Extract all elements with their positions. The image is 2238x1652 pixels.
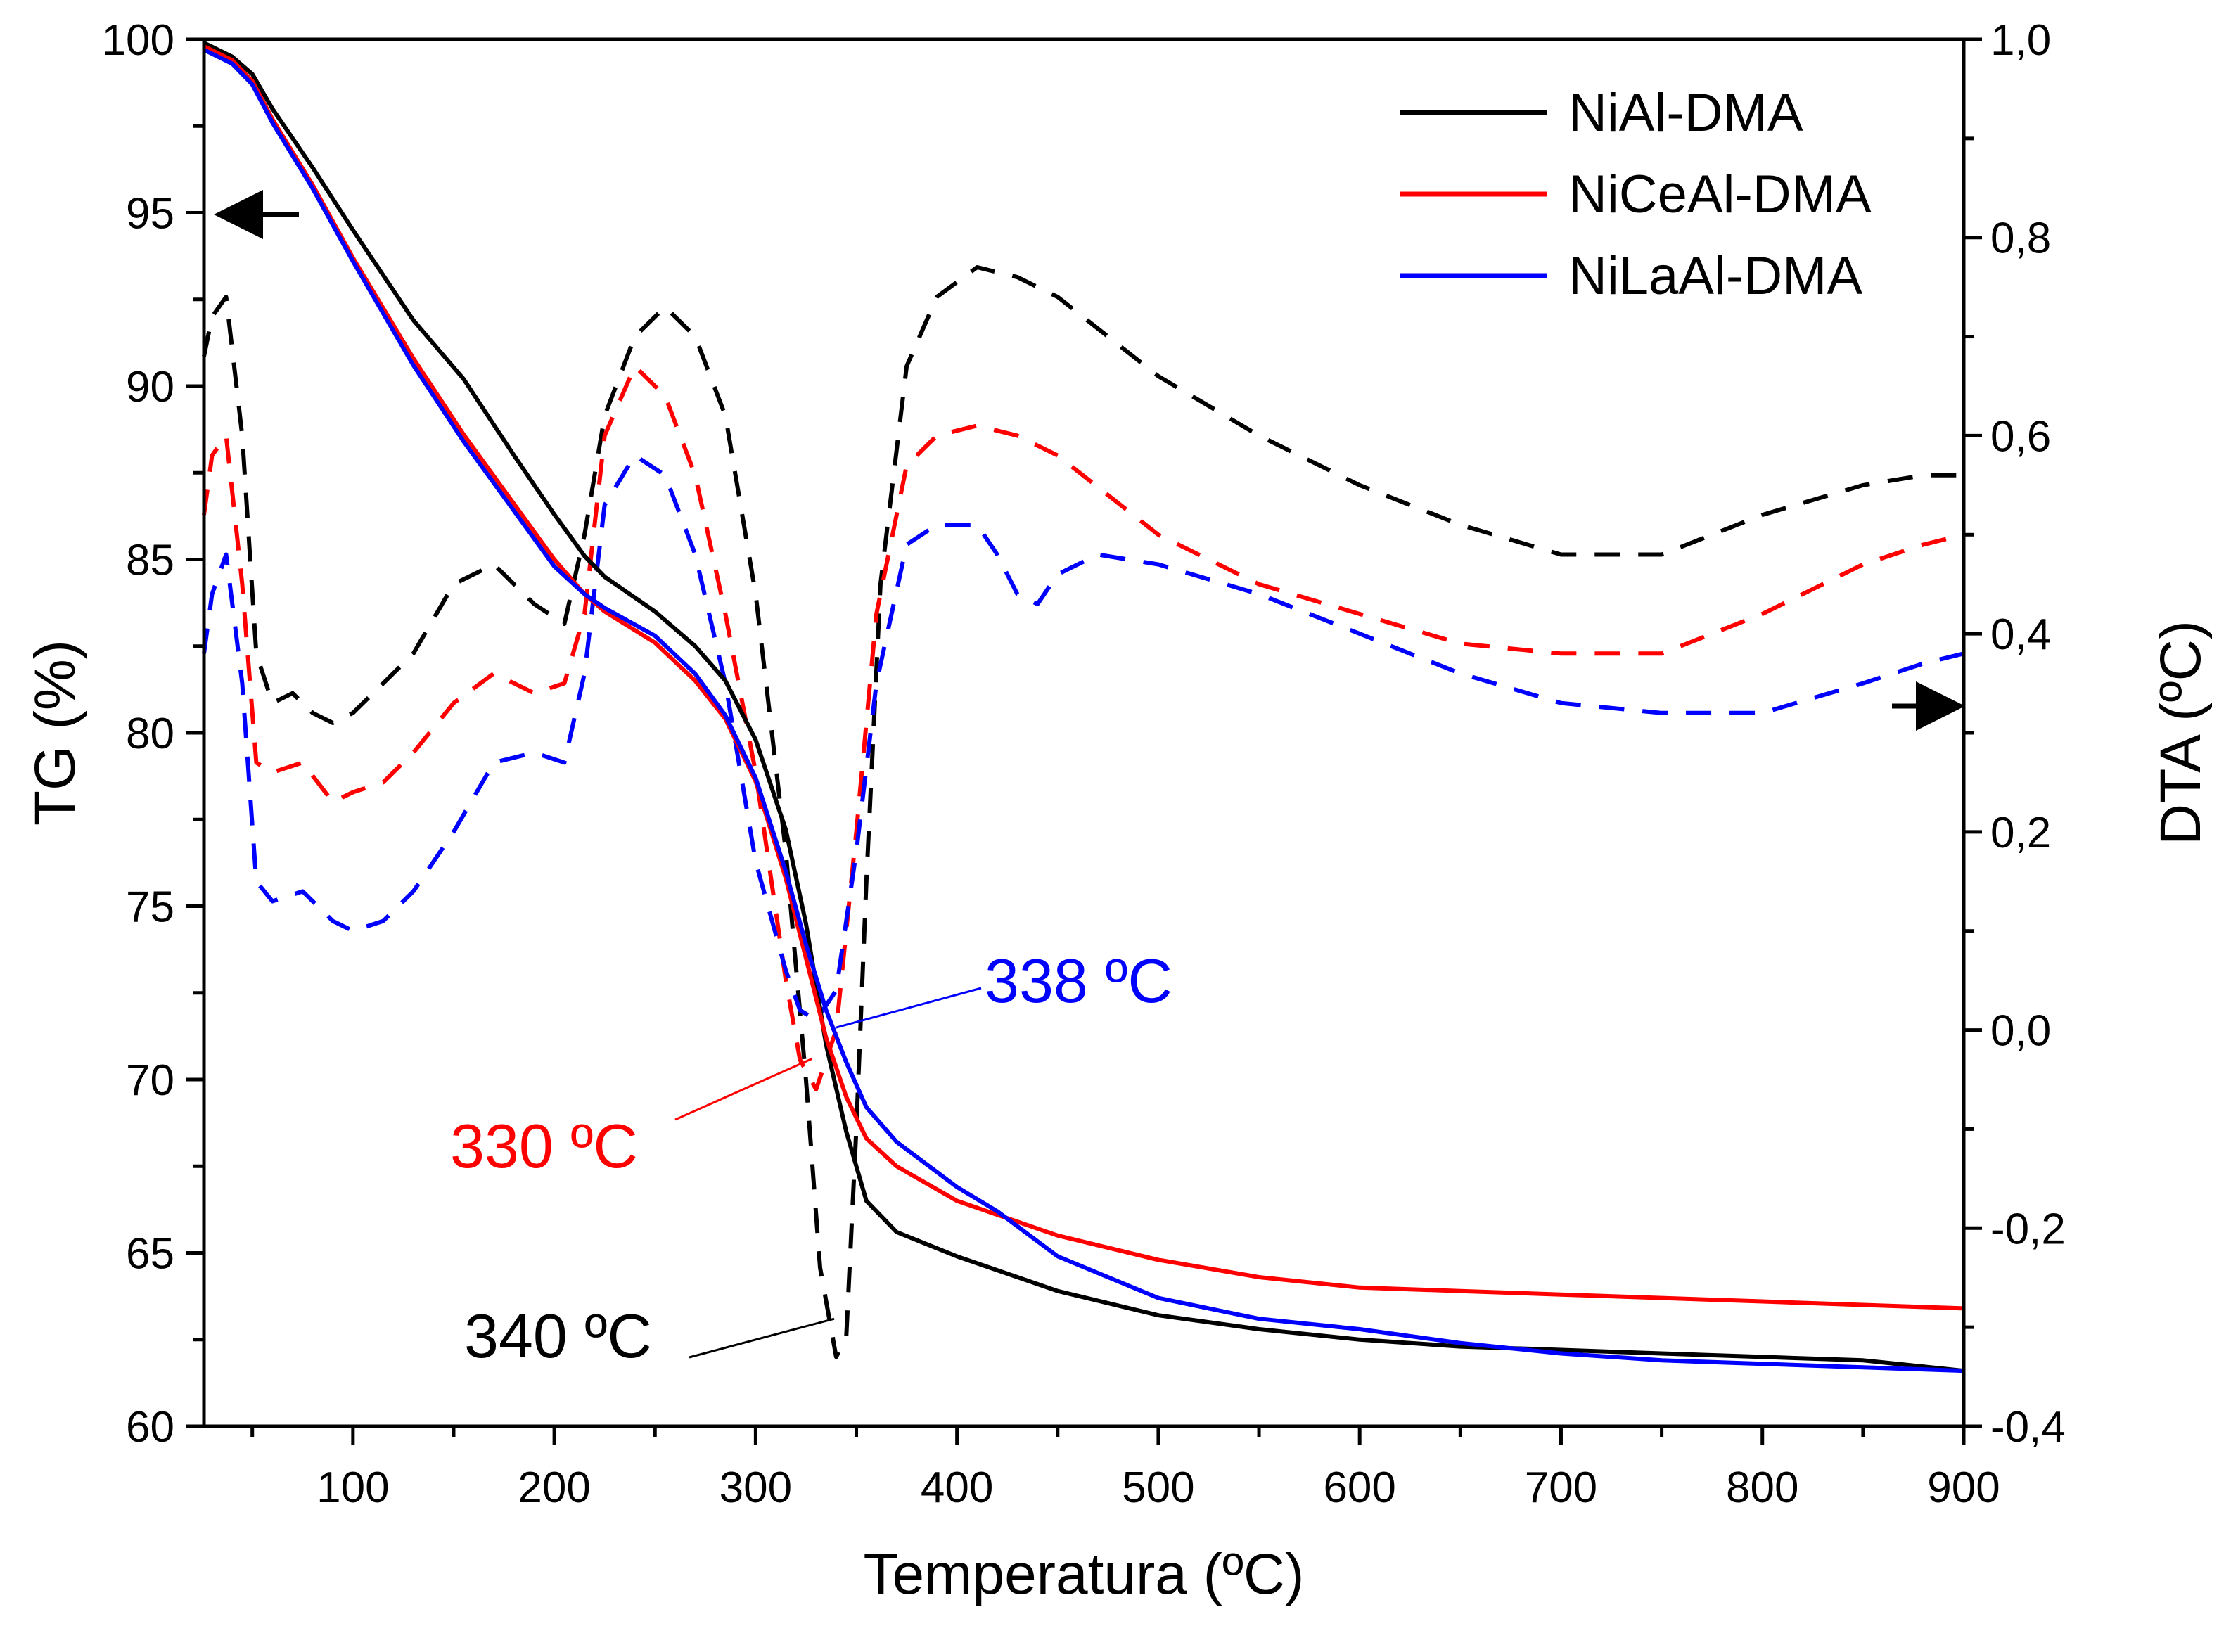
y-left-axis-label: TG (%)	[23, 640, 87, 826]
y-right-tick-label: -0,2	[1990, 1205, 2066, 1253]
x-tick-label: 500	[1122, 1464, 1194, 1512]
x-axis-label: Temperatura (ºC)	[864, 1542, 1305, 1606]
y-left-tick-label: 90	[126, 363, 174, 411]
tg-series-2	[203, 48, 1964, 1374]
y-left-tick-label: 80	[126, 710, 174, 758]
y-right-tick-label: 0,6	[1990, 412, 2051, 461]
x-tick-label: 600	[1323, 1464, 1395, 1512]
y-left-tick-label: 60	[126, 1403, 174, 1452]
x-tick-label: 800	[1726, 1464, 1798, 1512]
dta-series-2	[202, 453, 1964, 1023]
annotation-label: 330 ºC	[450, 1111, 638, 1181]
y-right-tick-label: -0,4	[1990, 1403, 2066, 1452]
x-tick-label: 300	[720, 1464, 792, 1512]
y-right-tick-label: 0,4	[1990, 610, 2051, 659]
x-tick-label: 200	[518, 1464, 590, 1512]
y-left-tick-label: 95	[126, 190, 174, 238]
y-left-tick-label: 70	[126, 1056, 174, 1105]
y-left-axis: 60 65 70 75 80 85 90 95 100	[102, 16, 204, 1452]
annotation-label: 338 ºC	[985, 946, 1172, 1016]
y-left-tick-label: 100	[102, 16, 174, 65]
annotation-leaders	[674, 987, 982, 1359]
legend: NiAl-DMA NiCeAl-DMA NiLaAl-DMA	[1400, 83, 1872, 306]
dta-series-1	[202, 364, 1964, 1092]
annotation-leader	[836, 987, 982, 1029]
y-left-tick-label: 65	[126, 1230, 174, 1279]
y-right-tick-label: 1,0	[1990, 16, 2051, 65]
x-tick-label: 400	[921, 1464, 993, 1512]
peak-annotations: 340 ºC 330 ºC 338 ºC	[450, 946, 1172, 1371]
x-tick-label: 900	[1927, 1464, 2000, 1512]
legend-label: NiCeAl-DMA	[1568, 165, 1872, 224]
y-right-axis-label: DTA (ºC)	[2149, 620, 2213, 845]
annotation-label: 340 ºC	[464, 1301, 652, 1371]
dta-series-0	[202, 265, 1964, 1359]
annotation-leader	[674, 1058, 813, 1121]
x-tick-label: 100	[316, 1464, 389, 1512]
y-left-tick-label: 85	[126, 537, 174, 585]
legend-label: NiAl-DMA	[1568, 83, 1803, 143]
y-right-tick-label: 0,8	[1990, 214, 2051, 263]
x-axis: 100 200 300 400 500 600 700 800 900	[250, 1426, 2000, 1512]
y-right-tick-label: 0,0	[1990, 1007, 2051, 1056]
annotation-leader	[689, 1317, 835, 1359]
y-left-tick-label: 75	[126, 883, 174, 932]
plot-curves	[202, 41, 1964, 1374]
y-right-axis: -0,4 -0,2 0,0 0,2 0,4 0,6 0,8 1,0	[1964, 16, 2066, 1452]
legend-label: NiLaAl-DMA	[1568, 246, 1862, 306]
tg-series-0	[203, 41, 1964, 1374]
x-tick-label: 700	[1525, 1464, 1597, 1512]
y-right-tick-label: 0,2	[1990, 809, 2051, 857]
